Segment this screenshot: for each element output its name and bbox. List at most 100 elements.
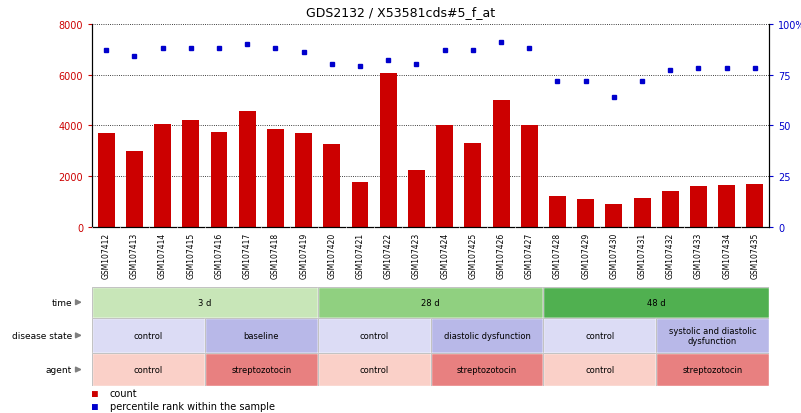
Bar — [543, 353, 656, 386]
Text: control: control — [360, 331, 388, 340]
Text: streptozotocin: streptozotocin — [682, 365, 743, 374]
Text: GSM107418: GSM107418 — [271, 232, 280, 278]
Bar — [465, 144, 481, 227]
Text: GSM107430: GSM107430 — [610, 232, 618, 278]
Text: GSM107422: GSM107422 — [384, 232, 392, 278]
Bar — [92, 287, 318, 318]
Text: control: control — [134, 365, 163, 374]
Bar — [352, 183, 368, 227]
Text: 48 d: 48 d — [647, 298, 666, 307]
Bar — [493, 101, 509, 227]
Text: GSM107416: GSM107416 — [215, 232, 223, 278]
Bar — [656, 353, 769, 386]
Text: GSM107426: GSM107426 — [497, 232, 505, 278]
Text: GSM107417: GSM107417 — [243, 232, 252, 278]
Text: control: control — [585, 331, 614, 340]
Bar — [521, 126, 537, 227]
Text: 3 d: 3 d — [198, 298, 211, 307]
Text: GSM107431: GSM107431 — [638, 232, 646, 278]
Bar — [543, 287, 769, 318]
Text: GSM107429: GSM107429 — [582, 232, 590, 278]
Text: control: control — [134, 331, 163, 340]
Bar — [747, 184, 763, 227]
Bar — [543, 318, 656, 353]
Text: GSM107435: GSM107435 — [751, 232, 759, 278]
Bar — [437, 126, 453, 227]
Bar — [324, 145, 340, 227]
Text: GSM107434: GSM107434 — [723, 232, 731, 278]
Bar — [634, 198, 650, 227]
Text: control: control — [360, 365, 388, 374]
Bar — [430, 318, 543, 353]
Text: GSM107433: GSM107433 — [694, 232, 703, 278]
Bar — [183, 121, 199, 227]
Bar — [154, 125, 171, 227]
Bar — [318, 318, 430, 353]
Text: 28 d: 28 d — [421, 298, 440, 307]
Text: percentile rank within the sample: percentile rank within the sample — [110, 401, 275, 411]
Bar — [656, 318, 769, 353]
Bar — [318, 287, 543, 318]
Bar — [380, 74, 396, 227]
Bar — [656, 353, 769, 386]
Bar — [543, 353, 656, 386]
Bar — [543, 318, 656, 353]
Bar — [92, 318, 205, 353]
Bar — [267, 130, 284, 227]
Bar — [543, 287, 769, 318]
Text: baseline: baseline — [244, 331, 279, 340]
Bar — [205, 353, 318, 386]
Text: GDS2132 / X53581cds#5_f_at: GDS2132 / X53581cds#5_f_at — [306, 6, 495, 19]
Bar — [92, 287, 318, 318]
Text: count: count — [110, 388, 137, 398]
Text: time: time — [51, 298, 72, 307]
Bar — [318, 353, 430, 386]
Bar — [606, 204, 622, 227]
Bar — [205, 318, 318, 353]
Bar — [92, 318, 205, 353]
Text: GSM107412: GSM107412 — [102, 232, 111, 278]
Bar — [318, 353, 430, 386]
Text: GSM107421: GSM107421 — [356, 232, 364, 278]
Text: GSM107423: GSM107423 — [412, 232, 421, 278]
Bar — [205, 318, 318, 353]
Text: disease state: disease state — [11, 331, 72, 340]
Text: GSM107428: GSM107428 — [553, 232, 562, 278]
Text: GSM107420: GSM107420 — [328, 232, 336, 278]
Bar — [318, 287, 543, 318]
Text: streptozotocin: streptozotocin — [231, 365, 292, 374]
Text: GSM107415: GSM107415 — [187, 232, 195, 278]
Bar — [718, 185, 735, 227]
Text: control: control — [585, 365, 614, 374]
Bar — [430, 353, 543, 386]
Bar — [408, 170, 425, 227]
Text: GSM107413: GSM107413 — [130, 232, 139, 278]
Bar — [656, 318, 769, 353]
Bar — [430, 318, 543, 353]
Bar — [239, 112, 256, 227]
Bar — [430, 353, 543, 386]
Text: GSM107425: GSM107425 — [469, 232, 477, 278]
Text: GSM107419: GSM107419 — [299, 232, 308, 278]
Bar — [92, 353, 205, 386]
Bar — [92, 353, 205, 386]
Text: systolic and diastolic
dysfunction: systolic and diastolic dysfunction — [669, 326, 756, 345]
Text: ■: ■ — [92, 388, 98, 398]
Bar — [295, 133, 312, 227]
Text: GSM107414: GSM107414 — [158, 232, 167, 278]
Text: agent: agent — [46, 365, 72, 374]
Bar — [126, 151, 143, 227]
Text: ■: ■ — [92, 401, 98, 411]
Text: diastolic dysfunction: diastolic dysfunction — [444, 331, 530, 340]
Text: GSM107427: GSM107427 — [525, 232, 533, 278]
Text: GSM107432: GSM107432 — [666, 232, 674, 278]
Bar — [662, 192, 678, 227]
Bar — [211, 132, 227, 227]
Bar — [549, 197, 566, 227]
Bar — [98, 133, 115, 227]
Bar — [578, 199, 594, 227]
Text: GSM107424: GSM107424 — [440, 232, 449, 278]
Bar — [205, 353, 318, 386]
Bar — [690, 187, 707, 227]
Text: streptozotocin: streptozotocin — [457, 365, 517, 374]
